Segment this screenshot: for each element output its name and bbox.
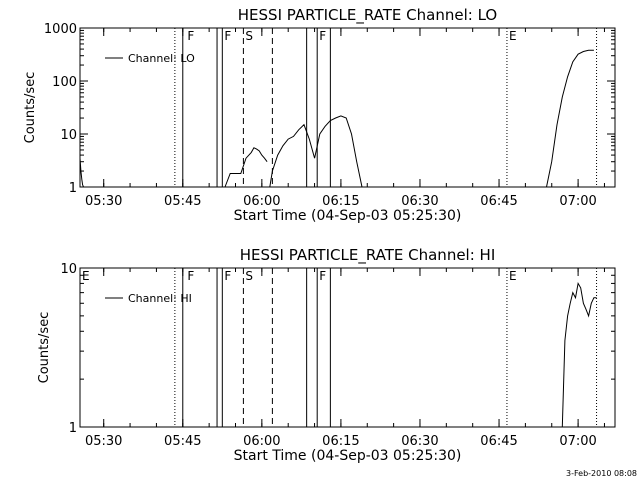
series-line-segment — [546, 49, 594, 188]
chart-panel-1: HESSI PARTICLE_RATE Channel: HI 05:30 05:4… — [37, 246, 616, 464]
x-tick-label: 06:00 — [243, 434, 280, 449]
event-annotation-s: S — [245, 269, 253, 283]
x-tick-label: 05:30 — [85, 434, 122, 449]
x-tick-label: 06:45 — [480, 434, 517, 449]
event-annotation-e: E — [82, 269, 90, 283]
y-axis-label: Counts/sec — [37, 312, 52, 384]
x-tick-label: 06:15 — [322, 194, 359, 209]
event-annotation-e: E — [509, 269, 517, 283]
plot-frame — [79, 27, 616, 188]
event-annotation-f: F — [187, 269, 194, 283]
x-tick-label: 06:00 — [243, 194, 280, 209]
y-tick-label: 10 — [60, 262, 77, 277]
plot-frame — [79, 267, 616, 428]
series-line-segment — [79, 158, 85, 188]
y-tick-label: 1 — [69, 421, 77, 436]
chart-panel-0: HESSI PARTICLE_RATE Channel: LO 05:30 05:4… — [23, 6, 616, 224]
event-annotation-f: F — [224, 269, 231, 283]
series-line-segment — [269, 115, 363, 188]
y-axis-label: Counts/sec — [23, 72, 38, 144]
x-tick-label: 07:00 — [559, 194, 596, 209]
event-annotation-f: F — [187, 29, 194, 43]
x-tick-label: 06:30 — [401, 194, 438, 209]
y-tick-label: 10 — [60, 128, 77, 143]
y-tick-label: 100 — [52, 75, 77, 90]
event-annotation-f: F — [319, 29, 326, 43]
x-tick-label: 05:30 — [85, 194, 122, 209]
x-tick-label: 07:00 — [559, 434, 596, 449]
event-annotation-e: E — [509, 29, 517, 43]
y-tick-label: 1000 — [44, 22, 77, 37]
y-tick-label: 1 — [69, 181, 77, 196]
series-line-segment — [224, 147, 268, 188]
series-line-segment — [561, 281, 597, 428]
x-axis-label: Start Time (04-Sep-03 05:25:30) — [234, 448, 462, 464]
x-tick-label: 06:15 — [322, 434, 359, 449]
event-annotation-s: S — [245, 29, 253, 43]
x-axis-label: Start Time (04-Sep-03 05:25:30) — [234, 208, 462, 224]
chart-title: HESSI PARTICLE_RATE Channel: LO — [238, 6, 497, 25]
event-annotation-f: F — [224, 29, 231, 43]
x-tick-label: 05:45 — [164, 434, 201, 449]
x-tick-label: 06:30 — [401, 434, 438, 449]
event-annotation-f: F — [319, 269, 326, 283]
x-tick-label: 06:45 — [480, 194, 517, 209]
chart-title: HESSI PARTICLE_RATE Channel: HI — [240, 246, 496, 265]
x-tick-label: 05:45 — [164, 194, 201, 209]
footer-timestamp: 3-Feb-2010 08:08 — [566, 469, 637, 478]
legend-label: Channel: LO — [128, 52, 195, 65]
legend-label: Channel: HI — [128, 292, 192, 305]
